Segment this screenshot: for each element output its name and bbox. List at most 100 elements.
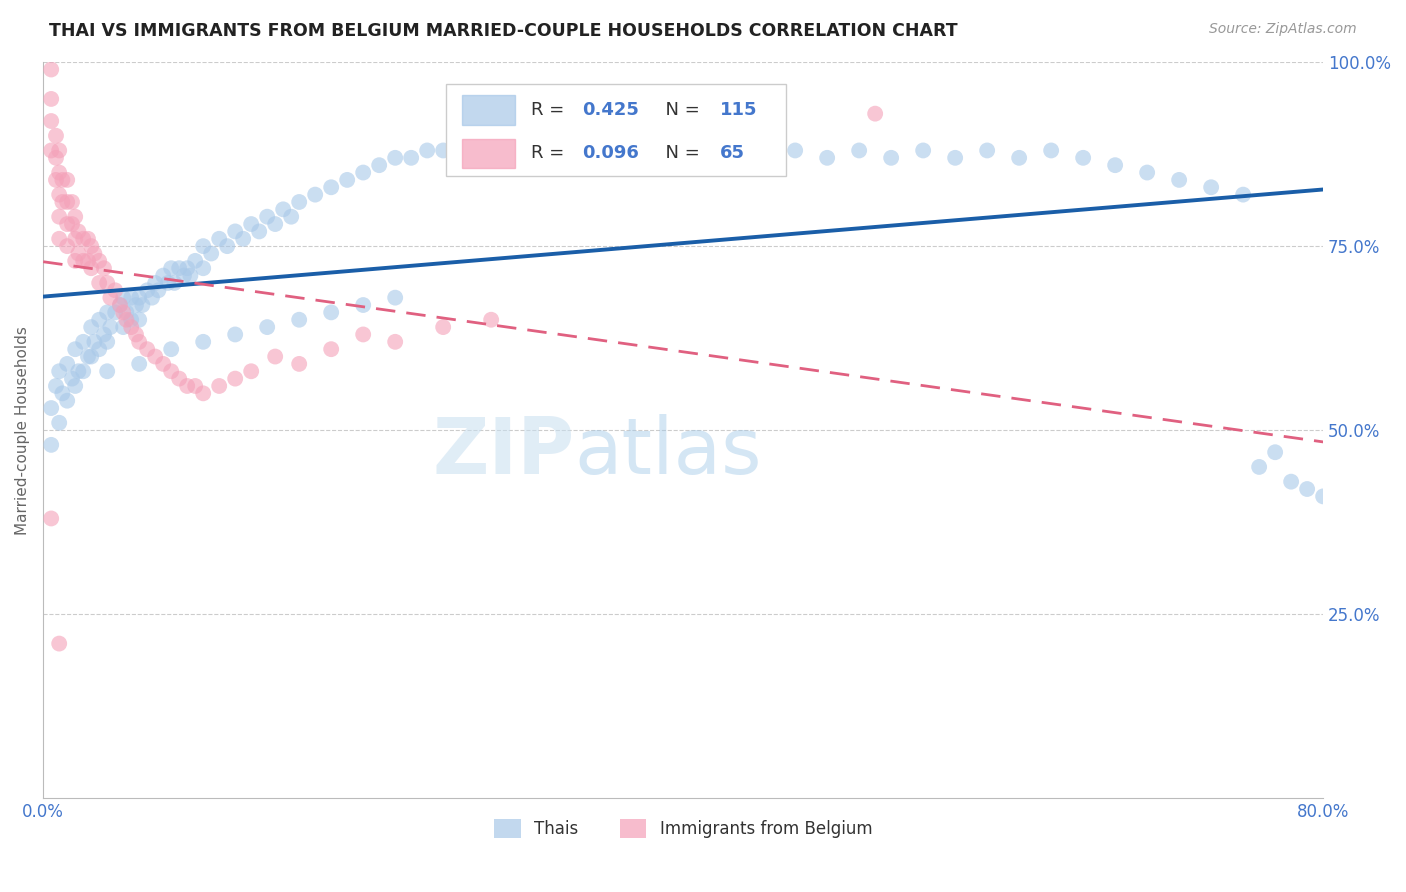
Text: 0.096: 0.096	[582, 145, 638, 162]
Point	[976, 144, 998, 158]
Text: Source: ZipAtlas.com: Source: ZipAtlas.com	[1209, 22, 1357, 37]
Point	[48, 165, 70, 179]
Point	[848, 144, 870, 158]
Point	[160, 261, 183, 276]
Point	[96, 364, 118, 378]
Point	[1136, 165, 1159, 179]
Point	[136, 283, 159, 297]
Point	[60, 371, 83, 385]
Point	[51, 173, 73, 187]
Point	[67, 224, 90, 238]
Point	[56, 393, 79, 408]
Point	[56, 357, 79, 371]
Point	[56, 217, 79, 231]
Text: THAI VS IMMIGRANTS FROM BELGIUM MARRIED-COUPLE HOUSEHOLDS CORRELATION CHART: THAI VS IMMIGRANTS FROM BELGIUM MARRIED-…	[49, 22, 957, 40]
Point	[156, 276, 179, 290]
Point	[77, 253, 100, 268]
Point	[256, 320, 278, 334]
Point	[449, 136, 471, 150]
Point	[184, 379, 207, 393]
Point	[264, 217, 287, 231]
Text: R =: R =	[531, 145, 569, 162]
Point	[176, 261, 198, 276]
Point	[1168, 173, 1191, 187]
Point	[264, 350, 287, 364]
Point	[72, 364, 94, 378]
Text: N =: N =	[654, 145, 706, 162]
Point	[544, 128, 567, 143]
Point	[288, 357, 311, 371]
Point	[45, 379, 67, 393]
Point	[80, 261, 103, 276]
Point	[880, 151, 903, 165]
Point	[657, 151, 679, 165]
Point	[399, 151, 422, 165]
Point	[240, 217, 263, 231]
Point	[193, 386, 215, 401]
FancyBboxPatch shape	[461, 138, 516, 168]
Point	[815, 151, 838, 165]
Point	[136, 342, 159, 356]
Point	[45, 151, 67, 165]
Point	[39, 114, 62, 128]
Point	[120, 320, 142, 334]
Point	[48, 364, 70, 378]
Point	[125, 298, 148, 312]
Point	[108, 298, 131, 312]
Point	[160, 364, 183, 378]
Point	[173, 268, 195, 283]
Point	[96, 305, 118, 319]
Point	[200, 246, 222, 260]
Point	[280, 210, 302, 224]
Point	[432, 320, 454, 334]
Point	[1040, 144, 1063, 158]
Point	[48, 210, 70, 224]
Point	[56, 173, 79, 187]
FancyBboxPatch shape	[446, 84, 786, 177]
Point	[96, 276, 118, 290]
Point	[271, 202, 294, 217]
Point	[193, 239, 215, 253]
Point	[208, 232, 231, 246]
Point	[321, 180, 343, 194]
Point	[128, 291, 150, 305]
Point	[80, 239, 103, 253]
Point	[352, 298, 374, 312]
Point	[176, 379, 198, 393]
Point	[464, 128, 486, 143]
Point	[943, 151, 966, 165]
Point	[1199, 180, 1222, 194]
Point	[143, 276, 166, 290]
Point	[120, 291, 142, 305]
Text: 115: 115	[720, 101, 758, 119]
Point	[141, 291, 163, 305]
Point	[288, 194, 311, 209]
Point	[120, 312, 142, 326]
Point	[247, 224, 270, 238]
Point	[256, 210, 278, 224]
Point	[148, 283, 170, 297]
Point	[384, 151, 406, 165]
Point	[128, 357, 150, 371]
Point	[63, 232, 86, 246]
Point	[224, 371, 246, 385]
Point	[1264, 445, 1286, 459]
Point	[1249, 459, 1271, 474]
Point	[163, 276, 186, 290]
Point	[67, 364, 90, 378]
Point	[688, 144, 710, 158]
Point	[67, 246, 90, 260]
Point	[128, 312, 150, 326]
Point	[39, 144, 62, 158]
Point	[1104, 158, 1126, 172]
Point	[232, 232, 254, 246]
Point	[321, 305, 343, 319]
Point	[96, 334, 118, 349]
Point	[48, 232, 70, 246]
Point	[63, 253, 86, 268]
Point	[39, 401, 62, 415]
Point	[48, 416, 70, 430]
Point	[89, 253, 111, 268]
Point	[1071, 151, 1094, 165]
Point	[77, 232, 100, 246]
